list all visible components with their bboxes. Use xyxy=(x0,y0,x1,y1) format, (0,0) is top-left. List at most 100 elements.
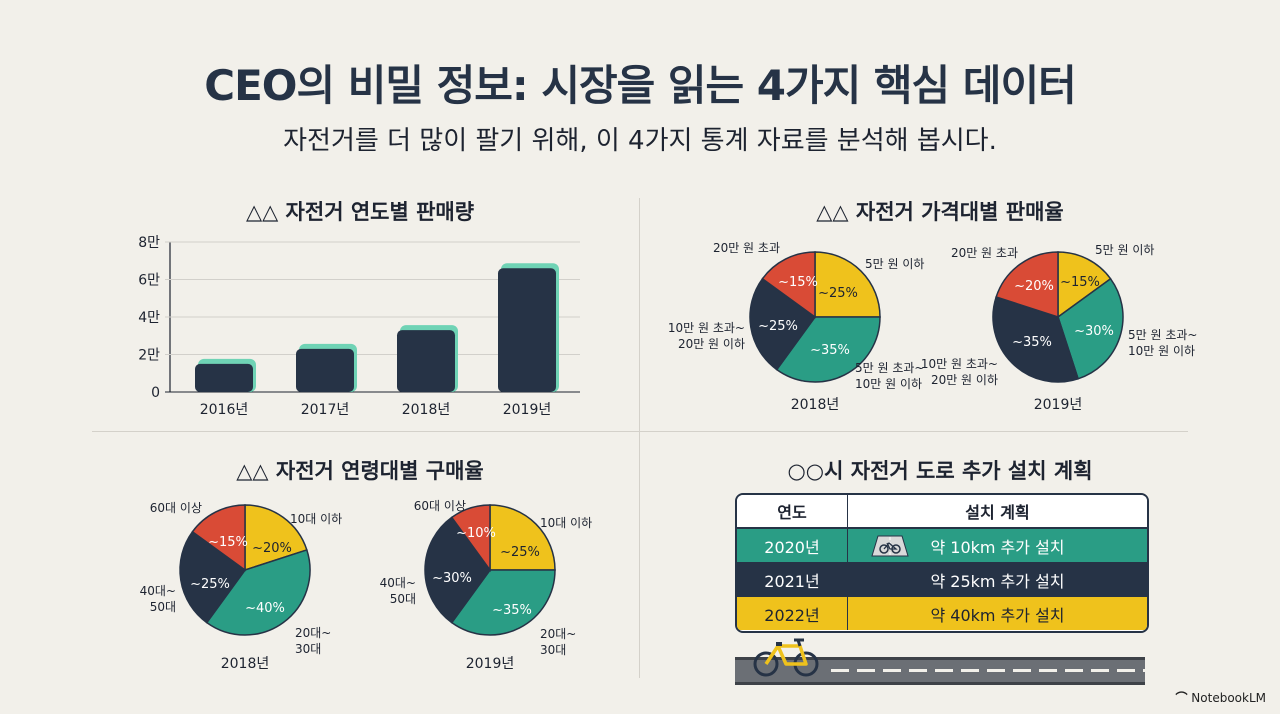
pie-value-label: ~25% xyxy=(500,545,540,560)
table-row: 2022년 약 40km 추가 설치 xyxy=(737,597,1147,630)
pie-value-label: ~10% xyxy=(456,526,496,541)
pie-year-label: 2018년 xyxy=(791,397,840,413)
pie-year-label: 2019년 xyxy=(1034,397,1083,413)
pie-year-label: 2018년 xyxy=(221,656,270,672)
pie-value-label: ~35% xyxy=(810,343,850,358)
y-tick-label: 2만 xyxy=(138,348,160,364)
bike-lane-icon xyxy=(871,535,909,557)
pie-category-label: 10만 원 이하 xyxy=(855,377,922,391)
bar xyxy=(397,330,455,392)
table-cell-plan: 약 10km 추가 설치 xyxy=(848,529,1147,562)
pie-category-label: 40대~ xyxy=(140,584,176,598)
road-dash xyxy=(1091,669,1109,672)
pie-category-label: 20대~ xyxy=(295,626,331,640)
pie-category-label: 50대 xyxy=(390,592,416,606)
pie-category-label: 20대~ xyxy=(540,627,576,641)
road-dash xyxy=(831,669,849,672)
pie-slice xyxy=(992,295,1080,383)
pie-slice xyxy=(179,530,247,624)
page-subtitle: 자전거를 더 많이 팔기 위해, 이 4가지 통계 자료를 분석해 봅시다. xyxy=(283,126,997,156)
table-cell-plan: 약 25km 추가 설치 xyxy=(930,571,1065,591)
pie-value-label: ~30% xyxy=(1074,324,1114,339)
table-row: 2020년 약 10km 추가 설치 xyxy=(737,529,1147,563)
pie-category-label: 5만 원 이하 xyxy=(865,257,924,271)
road-dash xyxy=(1039,669,1057,672)
bar xyxy=(296,348,354,392)
road-dash xyxy=(961,669,979,672)
pie-year-label: 2019년 xyxy=(466,656,515,672)
y-tick-label: 4만 xyxy=(138,310,160,326)
age-pie-charts: ~20% 10대 이하 ~40% 20대~ 30대 ~25% 40대~ 50대 ~15% 60대 … xyxy=(140,499,593,672)
pie-value-label: ~40% xyxy=(245,601,285,616)
road-illustration xyxy=(735,657,1161,685)
pie-slice xyxy=(489,504,556,571)
road-dash xyxy=(909,669,927,672)
pie-category-label: 40대~ xyxy=(380,576,416,590)
pie-category-label: 10만 원 초과~ xyxy=(921,357,998,371)
road-dash xyxy=(935,669,953,672)
divider-horizontal xyxy=(92,431,1188,432)
bicycle-icon xyxy=(753,638,819,677)
price-chart-title: △△ 자전거 가격대별 판매율 xyxy=(816,200,1064,224)
pie-category-label: 10대 이하 xyxy=(540,516,592,530)
x-tick-label: 2019년 xyxy=(503,402,552,418)
brand-footer: ⌒ NotebookLM xyxy=(1175,689,1266,706)
pie-slice xyxy=(995,251,1059,319)
pie-value-label: ~30% xyxy=(432,571,472,586)
x-tick-label: 2017년 xyxy=(301,402,350,418)
road-dash xyxy=(1013,669,1031,672)
table-header-row: 연도 설치 계획 xyxy=(737,495,1147,529)
road-dash xyxy=(883,669,901,672)
age-chart-title: △△ 자전거 연령대별 구매율 xyxy=(236,459,484,483)
table-header-plan: 설치 계획 xyxy=(965,503,1030,522)
table-header-year: 연도 xyxy=(737,495,848,527)
pie-category-label: 60대 이상 xyxy=(150,501,202,515)
divider-vertical xyxy=(639,198,640,678)
road-dash xyxy=(987,669,1005,672)
pie-value-label: ~15% xyxy=(1060,275,1100,290)
pie-category-label: 5만 원 이하 xyxy=(1095,243,1154,257)
pie-slice xyxy=(450,504,491,573)
pie-slice xyxy=(191,504,246,572)
table-cell-year: 2020년 xyxy=(737,529,848,562)
bar xyxy=(498,268,556,392)
page-title: CEO의 비밀 정보: 시장을 읽는 4가지 핵심 데이터 xyxy=(204,61,1076,110)
table-plan-text: 약 10km 추가 설치 xyxy=(930,537,1065,557)
pie-slice xyxy=(205,548,311,636)
pie-value-label: ~35% xyxy=(1012,335,1052,350)
road-dash xyxy=(1065,669,1083,672)
pie-slice xyxy=(244,504,308,572)
pie-slice xyxy=(814,251,881,318)
pie-category-label: 30대 xyxy=(540,643,566,657)
pie-value-label: ~20% xyxy=(1014,279,1054,294)
pie-slice xyxy=(761,251,816,319)
pie-category-label: 20만 원 초과 xyxy=(713,241,780,255)
sales-chart-title: △△ 자전거 연도별 판매량 xyxy=(245,200,475,224)
pie-category-label: 5만 원 초과~ xyxy=(1128,328,1197,342)
road-plan-table: 연도 설치 계획 2020년 약 10km 추가 설치 2021년 약 25km… xyxy=(735,493,1149,633)
pie-value-label: ~35% xyxy=(492,603,532,618)
bar xyxy=(195,363,253,392)
price-pie-charts: ~25% 5만 원 이하 ~35% 5만 원 초과~ 10만 원 이하 ~25% 10만 원… xyxy=(668,241,1198,413)
pie-value-label: ~25% xyxy=(190,577,230,592)
table-cell-year: 2022년 xyxy=(737,597,848,630)
x-tick-label: 2018년 xyxy=(402,402,451,418)
pie-category-label: 10만 원 초과~ xyxy=(668,321,745,335)
pie-value-label: ~25% xyxy=(818,286,858,301)
y-tick-label: 6만 xyxy=(138,273,160,289)
pie-value-label: ~25% xyxy=(758,319,798,334)
x-tick-label: 2016년 xyxy=(200,402,249,418)
pie-category-label: 20만 원 이하 xyxy=(678,337,745,351)
pie-category-label: 20만 원 초과 xyxy=(951,246,1018,260)
table-row: 2021년 약 25km 추가 설치 xyxy=(737,563,1147,597)
pie-slice xyxy=(775,316,881,383)
pie-slice xyxy=(1057,277,1124,380)
pie-slice xyxy=(450,569,556,636)
pie-category-label: 30대 xyxy=(295,642,321,656)
road-dash xyxy=(1143,669,1161,672)
table-cell-plan: 약 40km 추가 설치 xyxy=(930,605,1065,625)
pie-category-label: 10대 이하 xyxy=(290,512,342,526)
table-cell-year: 2021년 xyxy=(737,563,848,596)
pie-category-label: 10만 원 이하 xyxy=(1128,344,1195,358)
notebooklm-logo-icon: ⌒ xyxy=(1175,691,1188,705)
